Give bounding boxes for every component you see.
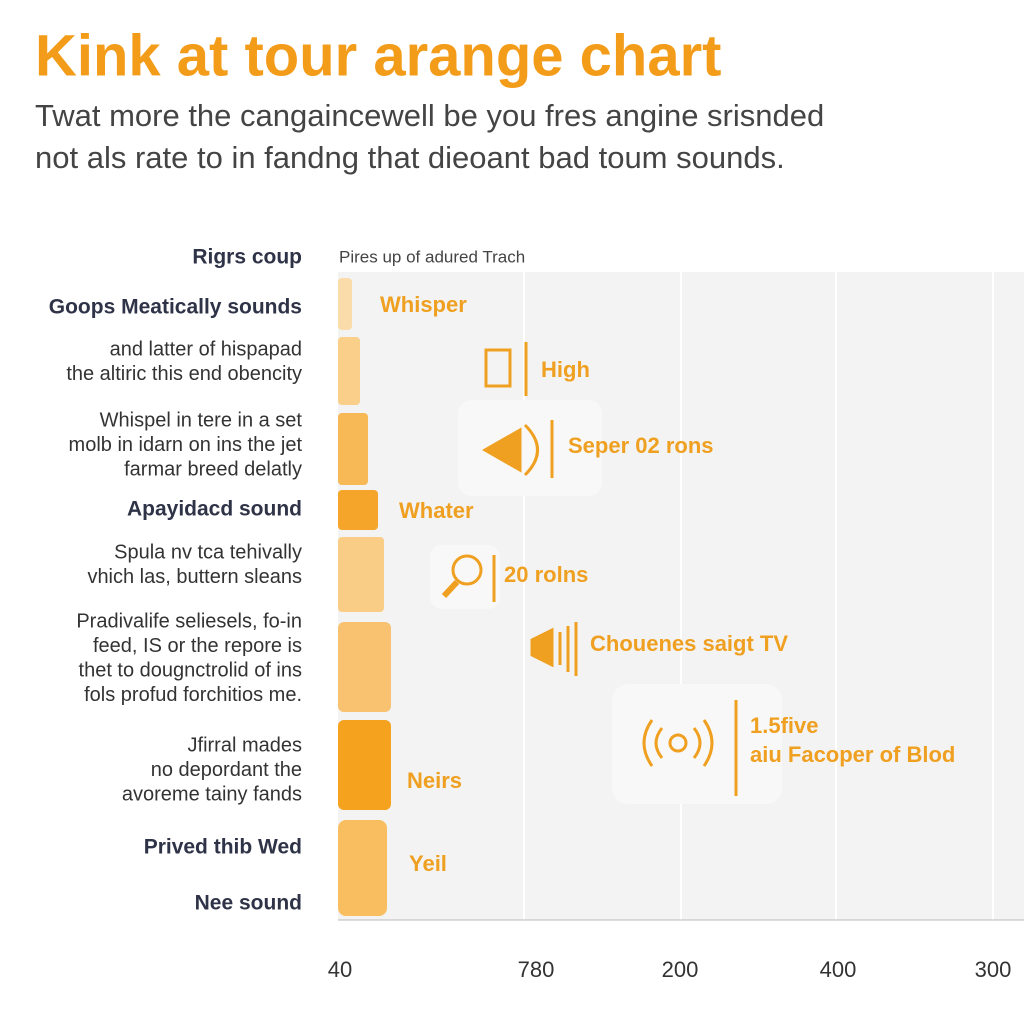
row-label: feed, IS or the repore is <box>93 635 302 657</box>
left-labels: Goops Meatically sounds and latter of his… <box>49 296 303 915</box>
x-ticks: 40 780 200 400 300 <box>328 957 1012 982</box>
callout: aiu Facoper of Blod <box>750 742 955 767</box>
icon-box <box>612 684 782 804</box>
bar <box>338 720 391 810</box>
bar-label: 20 rolns <box>504 562 588 587</box>
row-label: and latter of hispapad <box>110 338 302 360</box>
bar <box>338 622 391 712</box>
row-label: fols profud forchitios me. <box>84 684 302 706</box>
row-label: Jfirral mades <box>188 734 302 756</box>
row-label: avoreme tainy fands <box>122 783 302 805</box>
x-tick-label: 40 <box>328 957 352 982</box>
bar <box>338 820 387 916</box>
row-label: farmar breed delatly <box>124 458 302 480</box>
x-tick-label: 400 <box>820 957 857 982</box>
bar-label: Neirs <box>407 768 462 793</box>
bar <box>338 490 378 530</box>
bar-label: High <box>541 357 590 382</box>
row-label: thet to dougnctrolid of ins <box>79 659 302 681</box>
title: Kink at tour arange chart <box>35 23 721 88</box>
bar <box>338 278 352 330</box>
row-label: Goops Meatically sounds <box>49 296 302 319</box>
row-label: Nee sound <box>195 892 302 915</box>
bar <box>338 413 368 485</box>
bar-label: Chouenes saigt TV <box>590 631 788 656</box>
icon <box>441 342 738 796</box>
row-label: the altiric this end obencity <box>66 363 302 385</box>
bar-label: Whater <box>399 498 474 523</box>
bar-label: Yeil <box>409 851 447 876</box>
x-tick-label: 780 <box>518 957 555 982</box>
x-tick-label: 200 <box>662 957 699 982</box>
icon-box <box>458 400 602 496</box>
bar-label: Whisper <box>380 292 467 317</box>
row-label: vhich las, buttern sleans <box>87 566 302 588</box>
row-label: Apayidacd sound <box>127 498 302 521</box>
x-tick-label: 300 <box>975 957 1012 982</box>
bar <box>338 537 384 612</box>
row-label: Pradivalife seliesels, fo-in <box>76 610 302 632</box>
bar <box>338 337 360 405</box>
icon-box <box>430 545 500 609</box>
row-label: Spula nv tca tehivally <box>114 541 302 563</box>
plot-caption: Pires up of adured Trach <box>339 247 525 266</box>
row-label: Prived thib Wed <box>144 836 302 859</box>
row-label: no depordant the <box>151 759 302 781</box>
subtitle: not als rate to in fandng that dieoant b… <box>35 140 785 175</box>
group-heading: Rigrs coup <box>192 246 302 269</box>
row-label: molb in idarn on ins the jet <box>69 434 303 456</box>
row-label: Whispel in tere in a set <box>100 409 303 431</box>
bar-label: Seper 02 rons <box>568 433 714 458</box>
callout: 1.5five <box>750 713 819 738</box>
subtitle: Twat more the cangaincewell be you fres … <box>35 98 824 133</box>
